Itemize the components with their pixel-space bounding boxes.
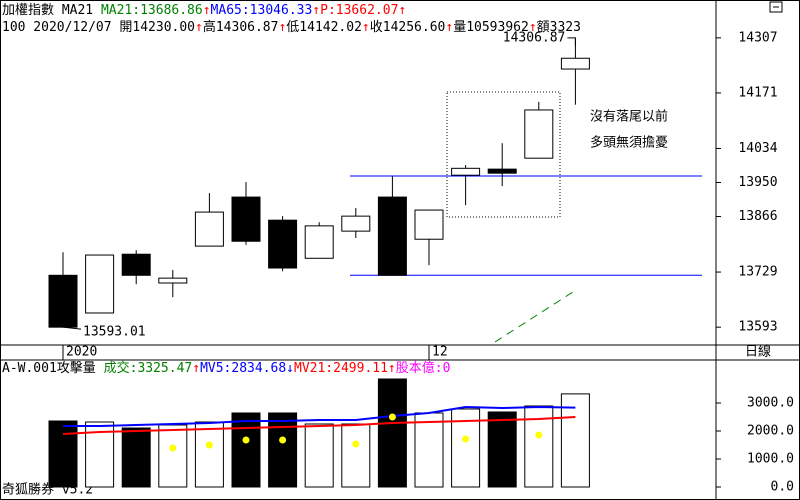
marker-dot — [352, 440, 360, 448]
candle-body — [304, 225, 334, 259]
y-tick-label: 14307 — [738, 30, 777, 45]
marker-dot — [169, 444, 177, 452]
y-tick-label: 13866 — [738, 209, 777, 224]
volume-bar — [377, 378, 407, 488]
header-segment: ↑ — [388, 361, 396, 376]
header-segment: ↑ — [529, 20, 537, 35]
price-header: 100 2020/12/07 開14230.00↑高14306.87↑低1414… — [2, 19, 581, 35]
volume-bar — [121, 427, 151, 488]
header-segment: P:13662.07 — [320, 3, 398, 18]
volume-bar — [414, 412, 444, 488]
volume-bar — [487, 411, 517, 488]
header-segment: A-W.001攻擊量 — [2, 360, 104, 376]
ma-line — [62, 416, 576, 435]
candle-body — [377, 196, 407, 276]
candle-body — [194, 211, 224, 247]
header-segment: ↓ — [286, 361, 294, 376]
header-segment: ↑ — [195, 20, 203, 35]
y-tick-label: 3000.0 — [747, 395, 794, 410]
header-segment: ↑ — [192, 361, 200, 376]
marker-dot — [205, 441, 213, 449]
header-segment: 100 2020/12/07 開14230.00 — [2, 20, 195, 35]
candle-body — [451, 167, 481, 176]
x-tick-label: 12 — [432, 345, 448, 360]
y-tick-label: 14171 — [738, 85, 777, 100]
volume-bar — [158, 424, 188, 488]
volume-bar — [304, 423, 334, 488]
period-label: 日線 — [745, 344, 771, 360]
header-segment: 高14306.87 — [203, 19, 279, 35]
marker-dot — [242, 436, 250, 444]
header-segment: 加權指數 MA21 — [2, 3, 101, 18]
marker-dot — [279, 436, 287, 444]
candle-body — [48, 274, 78, 328]
high-label: 14306.87 — [503, 30, 566, 45]
price-header: 加權指數 MA21 MA21:13686.86↑MA65:13046.33↑P:… — [2, 3, 406, 18]
header-segment: ↑ — [278, 20, 286, 35]
header-segment: ↑ — [203, 3, 211, 18]
header-segment: ↑ — [445, 20, 453, 35]
volume-bar — [48, 420, 78, 488]
highlight-box — [446, 91, 561, 218]
marker-dot — [388, 413, 396, 421]
candle-body — [560, 57, 590, 70]
ma-line — [63, 405, 576, 427]
volume-bar — [231, 412, 261, 488]
note: 沒有落尾以前 — [590, 109, 668, 125]
marker-dot — [535, 431, 543, 439]
x-tick-label: 2020 — [66, 345, 97, 360]
y-tick-label: 13950 — [738, 175, 777, 190]
header-segment: ↑ — [398, 3, 406, 18]
header-segment: MA21:13686.86 — [101, 3, 203, 18]
header-segment: 成交:3325.47 — [104, 360, 193, 376]
y-tick-label: 13593 — [738, 320, 777, 335]
candle-body — [341, 215, 371, 232]
y-tick-label: 0.0 — [771, 480, 794, 495]
header-segment: ↑ — [312, 3, 320, 18]
candle-body — [524, 109, 554, 159]
volume-bar — [341, 423, 371, 488]
candle-body — [158, 277, 188, 284]
candle-body — [121, 253, 151, 276]
header-segment: 量10593962 — [453, 20, 529, 35]
candle-body — [231, 196, 261, 242]
candle-body — [414, 209, 444, 240]
volume-bar — [194, 421, 224, 488]
header-segment: MA65:13046.33 — [211, 3, 313, 18]
volume-bar — [560, 393, 590, 488]
note: 多頭無須擔憂 — [590, 135, 668, 151]
candle-body — [268, 219, 298, 269]
header-segment: 股本億:0 — [396, 360, 451, 376]
header-segment: 額3323 — [537, 20, 581, 35]
y-tick-label: 1000.0 — [747, 451, 794, 466]
marker-dot — [462, 435, 470, 443]
header-segment: 低14142.02 — [286, 20, 362, 35]
app-name: 奇狐勝券 v5.2 — [2, 482, 93, 498]
header-segment: MV5:2834.68 — [200, 361, 286, 376]
volume-bar — [268, 412, 298, 488]
volume-header: A-W.001攻擊量 成交:3325.47↑MV5:2834.68↓MV21:2… — [2, 360, 450, 376]
callout — [567, 37, 576, 46]
candle-body — [85, 254, 115, 314]
header-segment: 收14256.60 — [370, 20, 446, 35]
header-segment: ↑ — [362, 20, 370, 35]
header-segment: MV21:2499.11 — [294, 361, 388, 376]
y-tick-label: 2000.0 — [747, 423, 794, 438]
y-tick-label: 13729 — [738, 265, 777, 280]
candle-body — [487, 168, 517, 174]
y-tick-label: 14034 — [738, 141, 777, 156]
low-label: 13593.01 — [83, 325, 146, 340]
trend-line — [494, 289, 577, 343]
callout — [62, 326, 82, 330]
